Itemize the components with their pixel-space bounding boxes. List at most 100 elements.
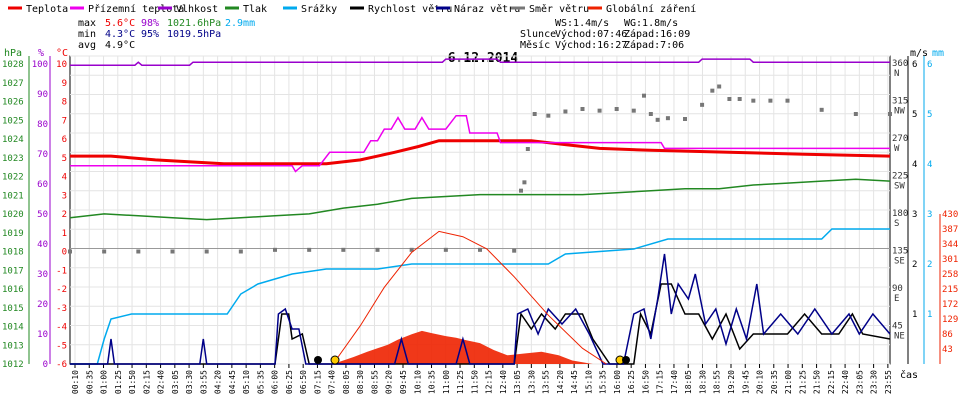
sun-markers [314,355,630,365]
temp-tick-label: -3 [56,304,67,314]
x-tick-label: 02:40 [157,370,166,394]
ms-axis-label: m/s [910,48,928,59]
temp-tick-label: -2 [56,285,67,295]
stats-avg-label: avg [78,40,96,51]
wind-dir-point [238,249,243,254]
x-tick-label: 04:45 [228,370,237,394]
wind-dir-point [737,97,742,101]
wind-dir-point [532,112,537,116]
x-tick-label: 16:00 [613,370,622,394]
x-tick-label: 17:15 [656,370,665,394]
hpa-tick-label: 1020 [2,210,24,220]
x-tick-label: 15:35 [599,370,608,394]
wind-dir-point [580,107,585,111]
legend-label: Tlak [243,4,267,15]
stats-max-temp: 5.6°C [105,18,135,29]
x-tick-label: 01:25 [114,370,123,394]
x-tick-label: 13:05 [513,370,522,394]
x-tick-label: 05:35 [256,370,265,394]
mm-tick-label: 5 [927,110,932,120]
x-tick-label: 21:00 [784,370,793,394]
legend-label: Náraz větru [454,3,520,15]
x-tick-label: 06:00 [271,370,280,394]
wind-dir-point [642,93,646,98]
series-line [70,139,891,166]
hpa-tick-label: 1024 [2,135,24,145]
series-line [70,58,890,66]
hpa-tick-label: 1016 [2,285,24,295]
wm2-tick-label: 129 [942,315,958,325]
hpa-tick-label: 1023 [2,154,24,164]
x-tick-label: 07:15 [313,370,322,394]
x-tick-label: 12:40 [499,370,508,394]
dir-tick-label: 135 [892,247,908,257]
wind-dir-point [341,247,346,252]
wind-dir-point [785,98,790,103]
x-tick-label: 02:15 [142,370,151,394]
x-tick-label: 10:35 [428,370,437,394]
wind-dir-point [443,247,448,252]
ms-tick-label: 2 [912,260,917,270]
hpa-tick-label: 1013 [2,341,24,351]
wind-dir-point [375,247,380,252]
temp-tick-label: 2 [62,210,67,220]
wind-dir-point [683,117,687,121]
x-tick-label: 01:50 [128,370,137,394]
series-line [70,114,890,173]
ms-tick-label: 3 [912,210,917,220]
x-tick-label: 08:30 [356,370,365,394]
stats-max-label: max [78,18,96,29]
x-tick-label: 13:30 [527,370,536,394]
x-tick-label: 22:40 [841,370,850,394]
ms-tick-label: 5 [912,110,917,120]
dir-name-label: NW [894,107,905,117]
temp-axis-label: °C [56,48,68,59]
mm-axis-label: mm [932,48,944,59]
dir-name-label: N [894,69,899,79]
x-tick-label: 10:10 [413,370,422,394]
temp-tick-label: 1 [62,229,67,239]
wind-dir-point [68,249,72,254]
stats-min-temp: 4.3°C [105,29,135,40]
legend-label: Rychlost větru [368,3,452,15]
legend-label: Srážky [301,3,337,15]
wind-dir-point [136,249,141,254]
temp-tick-label: 8 [62,98,67,108]
stats-max-rain: 2.9mm [225,18,255,29]
x-tick-label: 00:10 [71,370,80,394]
wind-dir-point [768,98,773,103]
x-tick-label: 00:35 [85,370,94,394]
hpa-tick-label: 1028 [2,60,24,70]
hpa-tick-label: 1025 [2,116,24,126]
x-tick-label: 17:40 [670,370,679,394]
info-moon-rise: Východ:16:27 [555,39,627,51]
hpa-tick-label: 1021 [2,191,24,201]
wind-dir-point [819,107,824,112]
x-tick-label: 14:45 [570,370,579,394]
wind-dir-point [727,97,732,101]
wm2-tick-label: 387 [942,225,958,235]
moon-rise-marker [622,356,630,364]
wind-dir-point [273,247,277,252]
stats-min-label: min [78,29,96,40]
info-box: WS:1.4m/s WG:1.8m/s Slunce Východ:07:46 … [520,18,690,51]
x-tick-label: 03:05 [171,370,180,394]
info-sun-set: Západ:16:09 [624,28,690,40]
pct-tick-label: 80 [37,120,48,130]
dir-name-label: SE [894,257,905,267]
wind-dir-point [170,249,175,254]
pct-tick-label: 50 [37,210,48,220]
wind-dir-point [525,147,530,151]
x-tick-label: 15:10 [584,370,593,394]
x-tick-label: 23:30 [870,370,879,394]
dir-tick-label: 270 [892,134,908,144]
x-tick-label: 16:25 [627,370,636,394]
wind-dir-point [614,107,619,111]
dir-tick-label: 90 [892,284,903,294]
series-line [332,230,607,365]
wind-dir-point [648,112,653,116]
series-line [70,253,891,365]
series-line [70,228,890,365]
x-tick-label: 11:25 [456,370,465,394]
wind-dir-point [102,249,107,254]
